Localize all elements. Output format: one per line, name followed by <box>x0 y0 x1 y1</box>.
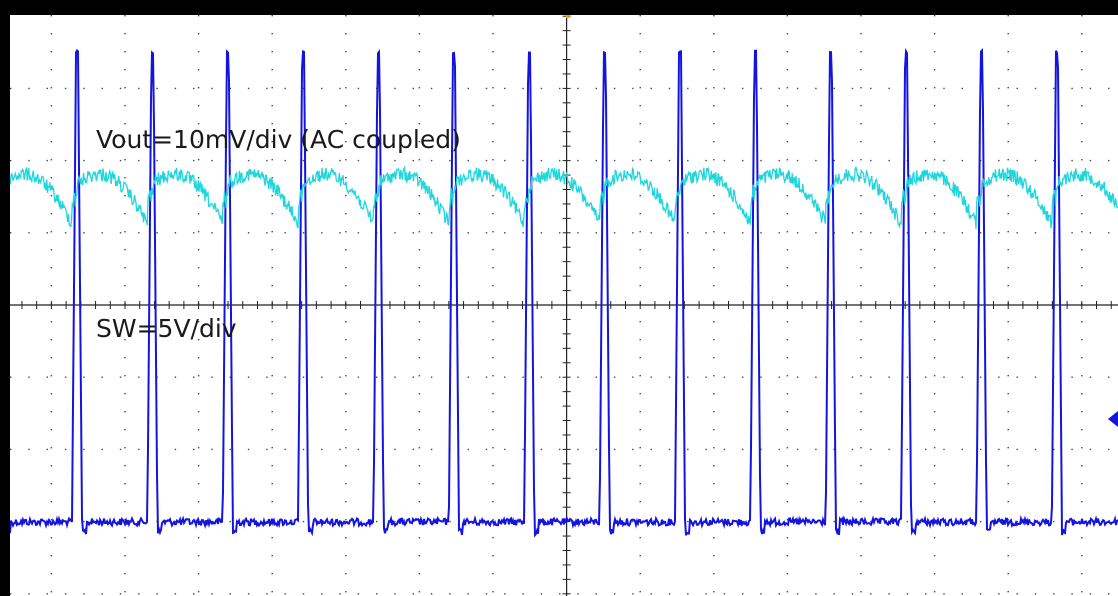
vout-trace-label: Vout=10mV/div (AC coupled) <box>96 125 461 154</box>
waveform-plot: Vout=10mV/div (AC coupled) SW=5V/div <box>10 15 1118 596</box>
sw-waveform <box>10 47 1118 538</box>
graticule <box>10 15 1118 596</box>
vout-waveform <box>10 165 1118 229</box>
oscilloscope-screen: Vout=10mV/div (AC coupled) SW=5V/div <box>10 15 1118 596</box>
sw-trace-label: SW=5V/div <box>96 314 237 343</box>
traces <box>10 47 1118 538</box>
trigger-position-marker <box>566 15 570 18</box>
trigger-level-marker <box>1108 411 1118 427</box>
